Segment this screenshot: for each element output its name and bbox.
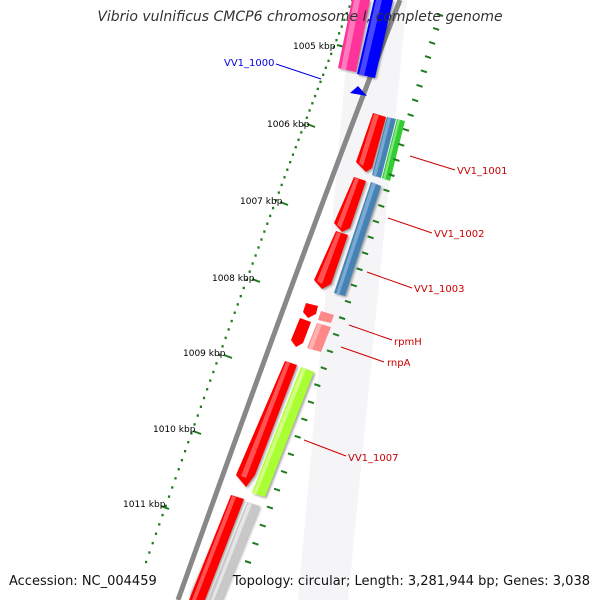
gene-features	[189, 0, 405, 600]
feature-vv1-1001	[356, 113, 386, 172]
ruler-tick-1008: 1008 kbp	[212, 274, 261, 284]
feature-vv1-1002	[334, 177, 366, 232]
ruler-label-1006: 1006 kbp	[267, 120, 310, 130]
gene-label-vv1-1000[interactable]: VV1_1000	[224, 58, 275, 69]
feature-rnpa-pink	[307, 323, 331, 352]
genome-summary-text: Topology: circular; Length: 3,281,944 bp…	[232, 574, 590, 589]
feature-green-1001	[382, 119, 405, 181]
genome-title: Vibrio vulnificus CMCP6 chromosome I, co…	[97, 9, 503, 25]
ruler-label-1011: 1011 kbp	[123, 500, 166, 510]
feature-rnpa	[291, 318, 311, 347]
ruler-label-1010: 1010 kbp	[153, 425, 196, 435]
feature-vv1-1000-arrow	[350, 86, 367, 96]
feature-lime-1007	[252, 367, 314, 497]
ruler-tick-1006: 1006 kbp	[267, 120, 316, 130]
gene-labels: VV1_1000 VV1_1001 VV1_1002 VV1_1003 rpmH…	[224, 58, 508, 464]
translucent-ring-band	[298, 0, 407, 600]
ruler-tick-1010: 1010 kbp	[153, 425, 202, 435]
ruler-tick-1011: 1011 kbp	[123, 500, 170, 510]
feature-rpmh	[303, 303, 318, 318]
feature-blue-top	[357, 0, 393, 78]
feature-vv1-1003	[314, 231, 348, 289]
gene-label-rnpa[interactable]: rnpA	[387, 358, 411, 369]
outer-tick-dashes	[244, 13, 444, 564]
accession-text: Accession: NC_004459	[9, 574, 157, 589]
feature-vv1-1007	[236, 361, 297, 487]
ruler-label-1007: 1007 kbp	[240, 197, 283, 207]
feature-red-bottom	[189, 495, 244, 600]
ruler-label-1008: 1008 kbp	[212, 274, 255, 284]
gene-label-vv1-1003[interactable]: VV1_1003	[414, 284, 465, 295]
gene-label-rpmh[interactable]: rpmH	[394, 337, 422, 348]
feature-gray-bottom	[208, 502, 260, 600]
feature-steel-1001	[372, 117, 396, 178]
ruler-tick-1005: 1005 kbp	[293, 42, 346, 52]
ruler-tick-1007: 1007 kbp	[240, 197, 289, 207]
gene-label-vv1-1007[interactable]: VV1_1007	[348, 453, 399, 464]
gene-label-vv1-1001[interactable]: VV1_1001	[457, 166, 508, 177]
gene-label-vv1-1002[interactable]: VV1_1002	[434, 229, 485, 240]
feature-rpmh-pink	[318, 311, 334, 323]
label-leader-lines	[275, 63, 456, 457]
ruler-tick-1009: 1009 kbp	[183, 349, 233, 359]
ruler-dotted-arc	[145, 0, 354, 564]
ruler-label-1009: 1009 kbp	[183, 349, 226, 359]
feature-steel-1002	[334, 182, 381, 296]
feature-trna-top	[338, 0, 370, 72]
ruler-label-1005: 1005 kbp	[293, 42, 336, 52]
